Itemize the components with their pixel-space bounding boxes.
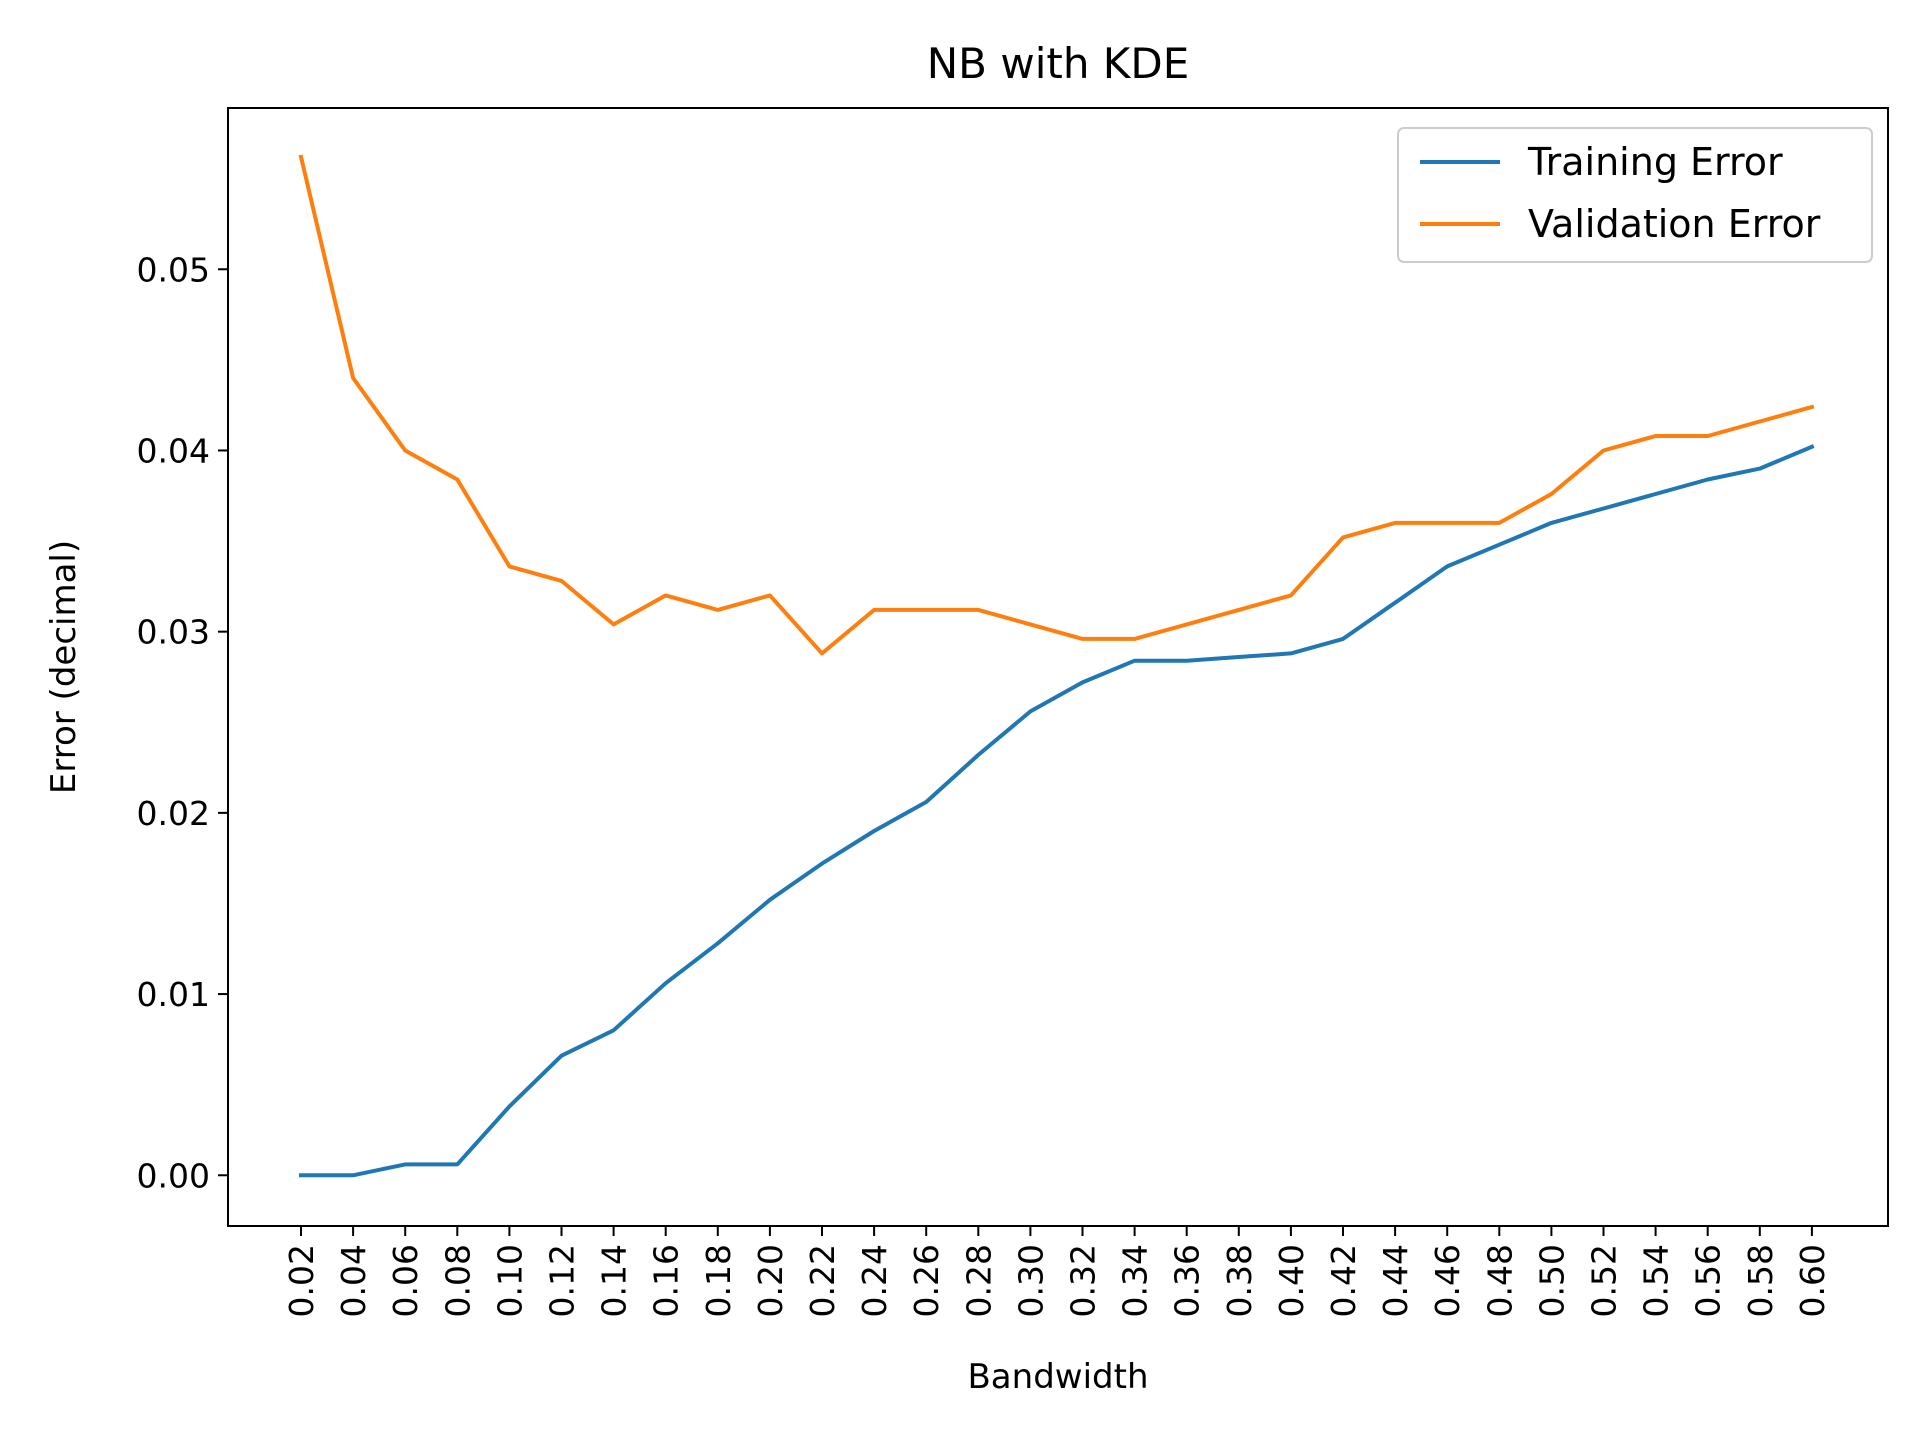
x-tick-label: 0.38 <box>1220 1244 1259 1317</box>
legend: Training Error Validation Error <box>1397 127 1873 263</box>
x-tick-label: 0.26 <box>907 1244 946 1317</box>
y-tick-label: 0.01 <box>137 975 210 1014</box>
x-tick-label: 0.52 <box>1585 1244 1624 1317</box>
x-tick-label: 0.40 <box>1272 1244 1311 1317</box>
x-tick-label: 0.54 <box>1637 1244 1676 1317</box>
y-tick-label: 0.03 <box>137 613 210 652</box>
x-tick-label: 0.12 <box>543 1244 582 1317</box>
x-tick-label: 0.42 <box>1324 1244 1363 1317</box>
x-tick-label: 0.50 <box>1532 1244 1571 1317</box>
legend-label-validation-error: Validation Error <box>1528 202 1821 246</box>
x-tick-label: 0.06 <box>386 1244 425 1317</box>
chart-title: NB with KDE <box>927 39 1189 88</box>
x-tick-label: 0.34 <box>1116 1244 1155 1317</box>
axis-ticks-layer: 0.00 0.01 0.02 0.03 0.04 0.05 0.02 0.04 0.06 0.08… <box>137 250 1832 1317</box>
x-tick-label: 0.28 <box>959 1244 998 1317</box>
x-tick-label: 0.18 <box>699 1244 738 1317</box>
x-tick-label: 0.32 <box>1064 1244 1103 1317</box>
x-tick-label: 0.08 <box>438 1244 477 1317</box>
y-tick-label: 0.02 <box>137 794 210 833</box>
series-layer <box>298 154 1815 1178</box>
y-tick-label: 0.00 <box>137 1156 210 1195</box>
x-tick-label: 0.24 <box>855 1244 894 1317</box>
y-tick-label: 0.05 <box>137 250 210 289</box>
x-axis-label: Bandwidth <box>967 1357 1148 1397</box>
x-tick-label: 0.22 <box>803 1244 842 1317</box>
y-tick-label: 0.04 <box>137 431 210 470</box>
x-tick-label: 0.20 <box>751 1244 790 1317</box>
x-tick-label: 0.14 <box>595 1244 634 1317</box>
legend-box <box>1397 127 1873 263</box>
x-tick-label: 0.60 <box>1793 1244 1832 1317</box>
x-tick-label: 0.48 <box>1480 1244 1519 1317</box>
plot-frame <box>227 107 1889 1227</box>
x-tick-label: 0.46 <box>1428 1244 1467 1317</box>
x-tick-label: 0.30 <box>1011 1244 1050 1317</box>
x-tick-label: 0.36 <box>1168 1244 1207 1317</box>
series-line-validation-error <box>298 154 1815 656</box>
legend-label-training-error: Training Error <box>1527 140 1783 184</box>
x-tick-label: 0.44 <box>1376 1244 1415 1317</box>
y-axis-label: Error (decimal) <box>44 540 84 794</box>
x-tick-label: 0.16 <box>647 1244 686 1317</box>
x-tick-label: 0.10 <box>490 1244 529 1317</box>
x-tick-label: 0.56 <box>1689 1244 1728 1317</box>
x-tick-label: 0.58 <box>1741 1244 1780 1317</box>
series-line-training-error <box>299 444 1815 1178</box>
x-tick-label: 0.04 <box>334 1244 373 1317</box>
x-tick-label: 0.02 <box>282 1244 321 1317</box>
